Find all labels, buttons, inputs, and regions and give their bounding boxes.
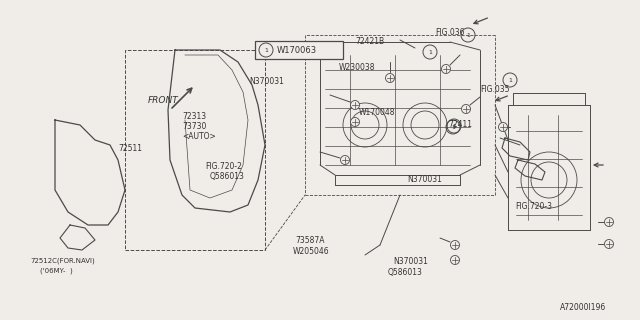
Text: <AUTO>: <AUTO>: [182, 132, 216, 141]
Text: 1: 1: [452, 124, 456, 129]
Circle shape: [451, 241, 460, 250]
Text: Q586013: Q586013: [210, 172, 244, 181]
Circle shape: [340, 156, 349, 164]
Text: ('06MY-  ): ('06MY- ): [40, 267, 73, 274]
Text: N370031: N370031: [250, 77, 284, 86]
Circle shape: [605, 218, 614, 227]
Text: FIG.036: FIG.036: [435, 28, 465, 36]
Bar: [125, 50, 265, 250]
Text: W205046: W205046: [293, 247, 330, 256]
Circle shape: [442, 65, 451, 74]
Text: Q586013: Q586013: [388, 268, 422, 277]
Text: 1: 1: [264, 47, 268, 52]
Text: W170048: W170048: [358, 108, 395, 116]
Circle shape: [451, 255, 460, 265]
Circle shape: [385, 74, 394, 83]
Text: FIG.720-3: FIG.720-3: [515, 202, 552, 211]
Text: FRONT: FRONT: [148, 95, 179, 105]
Text: 1: 1: [428, 50, 432, 54]
Text: 72313: 72313: [182, 112, 207, 121]
Circle shape: [499, 123, 508, 132]
Text: N370031: N370031: [407, 175, 442, 184]
Text: W170063: W170063: [277, 45, 317, 54]
Text: 1: 1: [508, 77, 512, 83]
Bar: [255, 41, 343, 59]
Text: FIG.720-2: FIG.720-2: [205, 162, 242, 171]
Circle shape: [351, 117, 360, 126]
Text: FIG.035: FIG.035: [480, 85, 509, 94]
Circle shape: [351, 100, 360, 109]
Text: 72512C(FOR.NAVI): 72512C(FOR.NAVI): [31, 258, 95, 264]
Text: 72511: 72511: [118, 144, 143, 153]
Text: A72000I196: A72000I196: [560, 303, 606, 312]
Text: 73587A: 73587A: [296, 236, 325, 245]
Text: 72411: 72411: [448, 120, 472, 129]
Text: N370031: N370031: [393, 257, 428, 266]
Circle shape: [605, 239, 614, 249]
Text: W230038: W230038: [339, 63, 376, 72]
Text: 73730: 73730: [182, 122, 207, 131]
Circle shape: [461, 105, 470, 114]
Text: 72421B: 72421B: [355, 37, 385, 46]
Text: 1: 1: [451, 124, 455, 130]
Text: 1: 1: [466, 33, 470, 37]
